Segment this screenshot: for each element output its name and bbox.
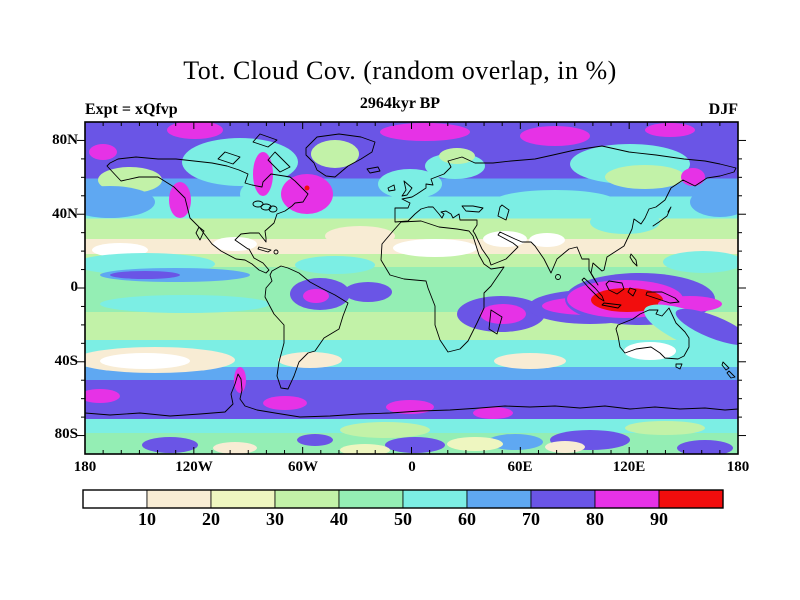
coast-eurasia	[394, 145, 737, 286]
colorbar-label-70: 70	[522, 509, 540, 529]
colorbar-segment	[274, 489, 340, 509]
lon-label-180w: 180	[73, 459, 97, 475]
coast-indonesia	[581, 277, 680, 309]
experiment-label: Expt = xQfvp	[85, 101, 178, 118]
colorbar-segment	[210, 489, 276, 509]
cloud-cover-fill	[85, 122, 738, 454]
lon-label-0: 0	[408, 459, 416, 475]
coast-antarctica	[85, 373, 738, 418]
colorbar-segment	[466, 489, 532, 509]
coast-caspian-sea	[497, 204, 510, 221]
coast-south-america	[264, 265, 349, 390]
colorbar-label-40: 40	[330, 509, 348, 529]
coast-black-sea	[461, 205, 484, 213]
lat-label-40n: 40N	[52, 206, 78, 222]
lon-label-180e: 180	[726, 459, 750, 475]
colorbar-segment	[658, 489, 724, 509]
colorbar	[82, 489, 724, 509]
colorbar-label-50: 50	[394, 509, 412, 529]
colorbar-segment	[338, 489, 404, 509]
coast-hispaniola	[273, 249, 279, 255]
coast-tasmania-nz	[675, 361, 736, 379]
coast-iceland	[366, 166, 381, 174]
lat-label-80s: 80S	[54, 426, 78, 442]
lon-label-120w: 120W	[175, 459, 213, 475]
plot-title: Tot. Cloud Cov. (random overlap, in %)	[183, 56, 617, 85]
colorbar-label-20: 20	[202, 509, 220, 529]
lon-label-60e: 60E	[507, 459, 533, 475]
colorbar-segment	[146, 489, 212, 509]
coast-arctic-islands	[217, 133, 291, 173]
colorbar-label-90: 90	[650, 509, 668, 529]
colorbar-segment	[530, 489, 596, 509]
lat-label-80n: 80N	[52, 132, 78, 148]
colorbar-segment	[594, 489, 660, 509]
coast-australia	[615, 307, 690, 360]
coastlines	[85, 133, 738, 418]
world-map	[77, 121, 746, 455]
colorbar-segment	[82, 489, 148, 509]
coast-great-lakes	[268, 205, 278, 213]
lon-label-120e: 120E	[612, 459, 646, 475]
coast-great-lakes	[260, 203, 272, 211]
colorbar-label-10: 10	[138, 509, 156, 529]
coast-sri-lanka	[555, 274, 561, 280]
plot-subtitle: 2964kyr BP	[359, 95, 441, 112]
coast-japan	[652, 206, 672, 227]
colorbar-border	[82, 489, 724, 509]
colorbar-label-30: 30	[266, 509, 284, 529]
coast-madagascar	[488, 309, 503, 335]
lat-label-40s: 40S	[54, 353, 78, 369]
coast-africa	[380, 220, 505, 353]
lon-label-60w: 60W	[288, 459, 318, 475]
season-label: DJF	[708, 101, 738, 118]
coast-north-america	[106, 156, 309, 274]
coast-caribbean	[257, 246, 272, 253]
coast-greenland	[305, 133, 376, 178]
map-frame	[84, 121, 739, 455]
lat-label-0: 0	[70, 279, 79, 295]
colorbar-label-60: 60	[458, 509, 476, 529]
colorbar-label-80: 80	[586, 509, 604, 529]
coast-philippines	[629, 253, 638, 267]
coast-british-isles	[387, 180, 413, 197]
colorbar-segment	[402, 489, 468, 509]
